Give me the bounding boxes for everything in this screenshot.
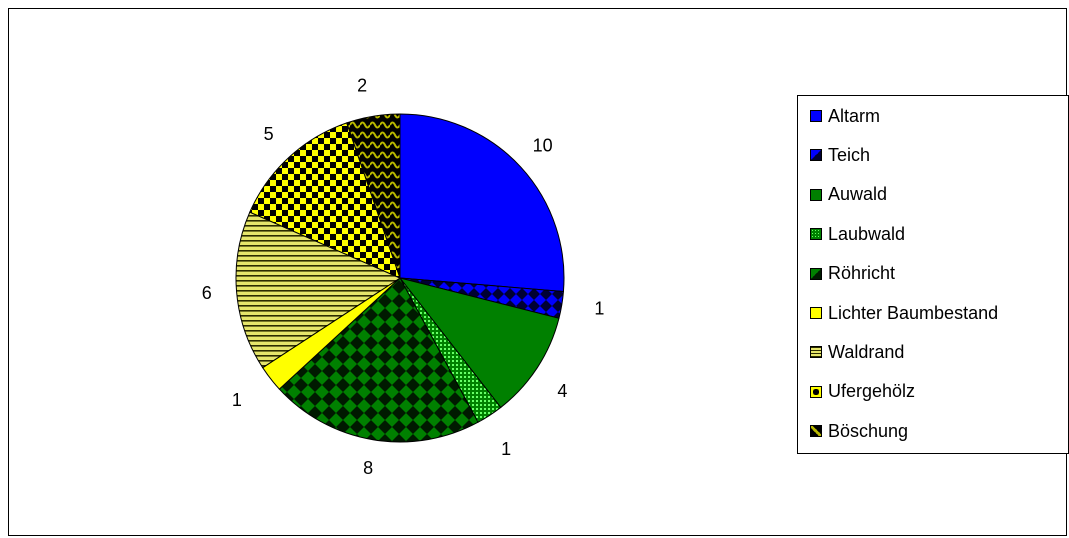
- pie-slice-auwald: [398, 277, 560, 409]
- legend-item: Böschung: [810, 419, 908, 443]
- legend-item: Ufergehölz: [810, 380, 915, 404]
- legend-item: Röhricht: [810, 262, 895, 286]
- data-label: 1: [232, 390, 242, 410]
- legend-swatch: [810, 425, 822, 438]
- data-label: 5: [264, 124, 274, 144]
- legend-swatch: [810, 346, 822, 359]
- data-label: 1: [501, 439, 511, 459]
- pie-slice-ufergehölz: [249, 122, 401, 279]
- data-label: 8: [363, 458, 373, 478]
- data-label: 4: [557, 381, 567, 401]
- legend-item: Laubwald: [810, 222, 905, 246]
- legend-item: Lichter Baumbestand: [810, 301, 998, 325]
- legend-label: Ufergehölz: [828, 381, 916, 402]
- legend-label: Altarm: [828, 105, 881, 126]
- legend-swatch: [810, 188, 822, 201]
- legend-swatch: [810, 149, 822, 162]
- legend-swatch: [810, 385, 822, 398]
- legend-swatch: [810, 267, 822, 280]
- legend-swatch: [810, 110, 822, 122]
- legend-label: Lichter Baumbestand: [828, 302, 999, 323]
- pie-slice-waldrand: [235, 211, 402, 369]
- legend-label: Teich: [828, 144, 871, 165]
- legend-item: Waldrand: [810, 340, 904, 364]
- data-label: 10: [533, 135, 553, 155]
- legend-item: Auwald: [810, 183, 887, 207]
- legend: Altarm Teich Auwald Laubwald Röhricht Lichter…: [797, 95, 1069, 454]
- legend-swatch: [810, 228, 822, 241]
- data-label: 2: [357, 75, 367, 95]
- legend-item: Teich: [810, 143, 870, 167]
- legend-label: Laubwald: [828, 223, 906, 244]
- legend-label: Waldrand: [828, 341, 905, 362]
- data-label: 1: [594, 299, 604, 319]
- legend-swatch: [810, 307, 822, 319]
- legend-label: Röhricht: [828, 263, 896, 284]
- pie-slice-röhricht: [278, 277, 479, 443]
- pie-slice-böschung: [346, 113, 401, 279]
- legend-label: Auwald: [828, 184, 888, 205]
- legend-label: Böschung: [828, 420, 909, 441]
- data-label: 6: [202, 283, 212, 303]
- legend-item: Altarm: [810, 104, 880, 128]
- pie-slice-altarm: [399, 113, 565, 293]
